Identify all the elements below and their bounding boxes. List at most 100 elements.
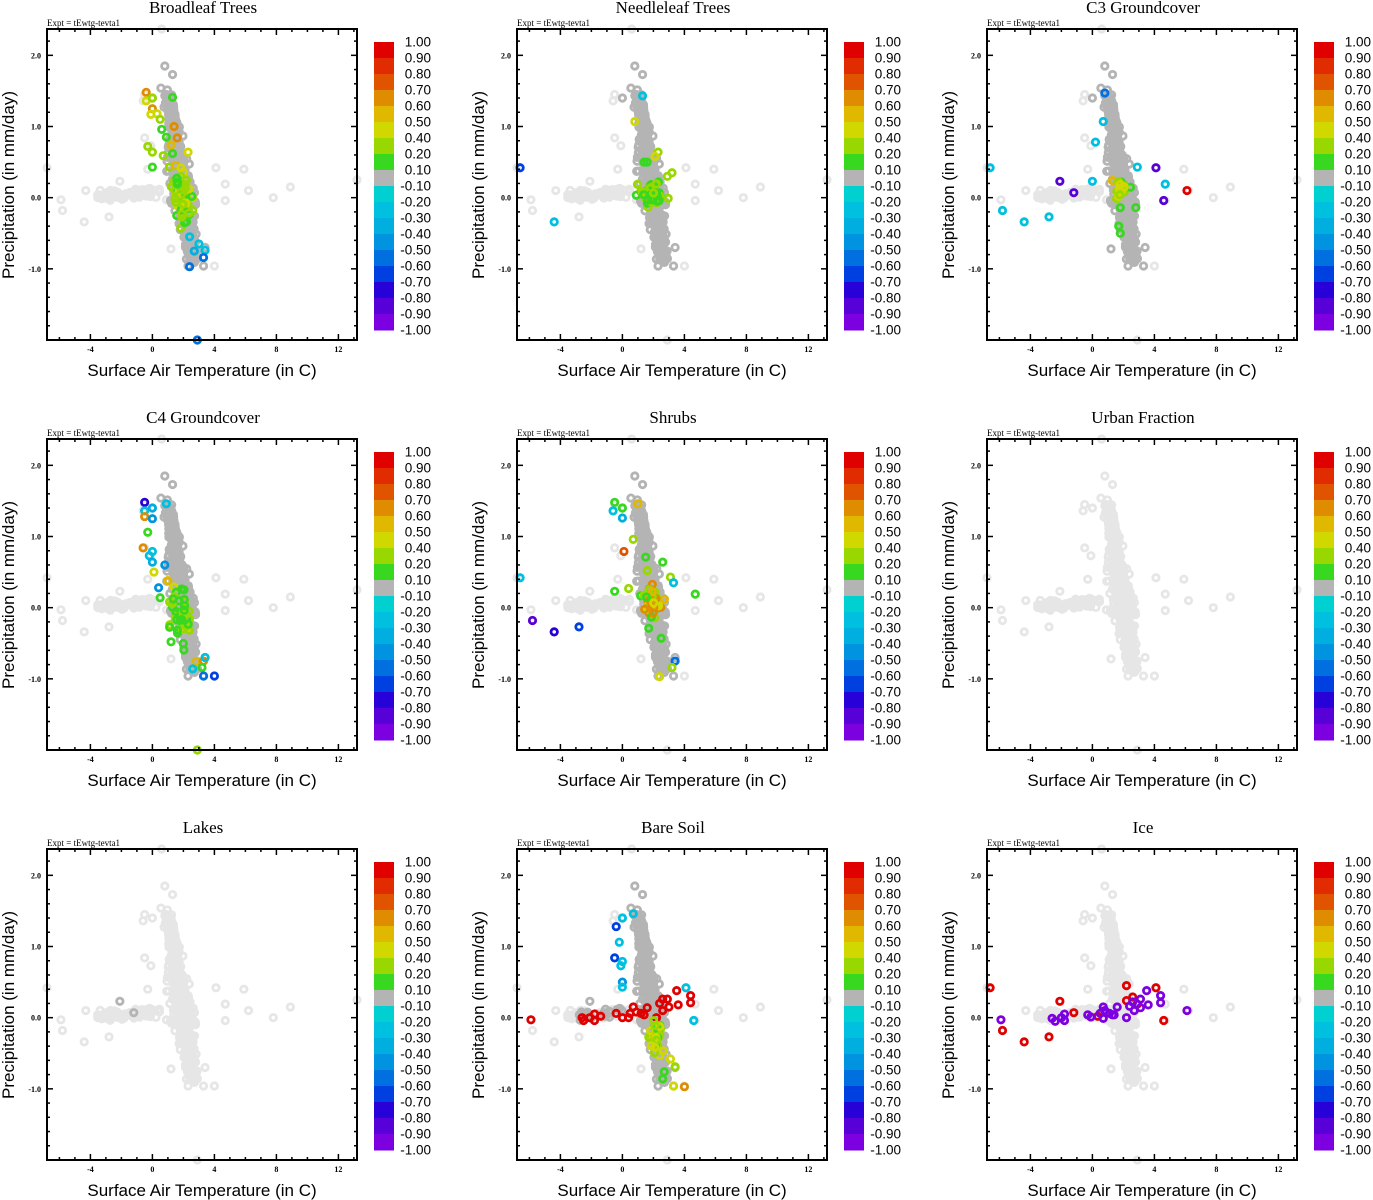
data-point [172, 133, 182, 143]
colorbar-segment [1314, 170, 1334, 187]
background-point [567, 193, 578, 203]
background-point [1179, 164, 1189, 174]
colorbar-label: 0.60 [1345, 99, 1371, 114]
background-point [1149, 261, 1160, 271]
plot-frame [516, 28, 828, 341]
data-point [161, 132, 171, 142]
colorbar-label: -0.10 [1340, 179, 1371, 194]
colorbar-segment [374, 74, 394, 91]
data-point [179, 184, 189, 195]
colorbar-segment [844, 42, 864, 59]
background-point [243, 595, 254, 606]
data-point [1044, 212, 1054, 222]
colorbar-segment [1314, 106, 1334, 123]
colorbar-label: 0.70 [875, 83, 901, 98]
background-point [105, 191, 115, 201]
data-point [648, 188, 659, 198]
data-point [1069, 188, 1079, 198]
colorbar-label: -0.30 [870, 211, 901, 226]
y-tick-label: 1.0 [971, 122, 981, 131]
data-point [649, 214, 659, 224]
data-point [668, 261, 679, 271]
background-point [57, 205, 68, 216]
background-point [1037, 193, 1048, 203]
background-point [129, 188, 139, 198]
colorbar-segment [1314, 234, 1334, 251]
data-point [156, 83, 166, 93]
colorbar-label: 0.60 [875, 99, 901, 114]
colorbar-label: -1.00 [1340, 323, 1371, 338]
data-point [634, 110, 644, 120]
background-point [755, 182, 765, 192]
background-point [1080, 133, 1090, 143]
experiment-label: Expt = tEwtg-tevta1 [987, 18, 1060, 28]
colorbar-segment [844, 250, 864, 267]
scatter-points [42, 434, 362, 755]
data-point [1104, 122, 1114, 132]
data-point [1115, 228, 1125, 238]
x-tick-label: -4 [1027, 345, 1034, 354]
background-point [220, 179, 230, 189]
data-point [162, 100, 173, 110]
colorbar-label: 0.40 [1345, 131, 1371, 146]
colorbar-segment [844, 234, 864, 251]
colorbar-segment [1314, 74, 1334, 91]
colorbar-label: 0.90 [875, 51, 901, 66]
y-tick-label: 2.0 [31, 51, 41, 60]
data-point [172, 179, 183, 189]
colorbar-label: -0.10 [400, 179, 431, 194]
background-point [574, 212, 584, 222]
colorbar-label: -0.80 [870, 291, 901, 306]
data-point [1129, 211, 1140, 221]
colorbar-label: -0.70 [400, 275, 431, 290]
colorbar-segment [844, 298, 864, 315]
data-point [1151, 163, 1161, 173]
colorbar-segment [844, 314, 864, 331]
background-point [268, 603, 278, 613]
colorbar-label: -0.90 [870, 307, 901, 322]
background-point [1225, 182, 1235, 192]
data-point [1129, 247, 1139, 258]
colorbar-label: 0.80 [1345, 67, 1371, 82]
colorbar-label: 1.00 [1345, 35, 1371, 50]
colorbar-segment [374, 234, 394, 251]
data-point [147, 93, 157, 103]
colorbar-label: 0.50 [875, 115, 901, 130]
background-point [81, 185, 91, 196]
colorbar-segment [1314, 90, 1334, 107]
colorbar-label: 0.40 [875, 131, 901, 146]
colorbar-segment [374, 138, 394, 155]
panel-title: Needleleaf Trees [616, 0, 731, 17]
data-point [651, 179, 661, 189]
background-point [220, 605, 230, 616]
data-point [160, 61, 170, 71]
data-point [198, 261, 209, 271]
colorbar-label: -1.00 [870, 323, 901, 338]
background-point [610, 133, 620, 143]
colorbar-segment [844, 202, 864, 219]
background-point [636, 244, 646, 254]
colorbar-segment [374, 266, 394, 283]
background-point [140, 133, 150, 143]
colorbar-segment [1314, 218, 1334, 235]
background-point [243, 185, 254, 196]
background-point [709, 164, 719, 174]
background-point [268, 193, 278, 203]
background-point [1083, 164, 1093, 174]
data-point [1087, 93, 1098, 103]
colorbar-segment [844, 58, 864, 75]
y-axis-label: Precipitation (in mm/day) [0, 91, 18, 279]
background-point [220, 195, 230, 206]
colorbar-label: -0.90 [400, 307, 431, 322]
data-point [1115, 203, 1125, 213]
background-point [104, 622, 114, 632]
colorbar-segment [1314, 202, 1334, 219]
panel-title: C3 Groundcover [1086, 0, 1200, 17]
y-tick-label: 0.0 [971, 194, 981, 203]
background-point [1053, 187, 1063, 197]
data-point [617, 93, 628, 103]
data-point [662, 171, 672, 181]
data-point [663, 193, 673, 204]
